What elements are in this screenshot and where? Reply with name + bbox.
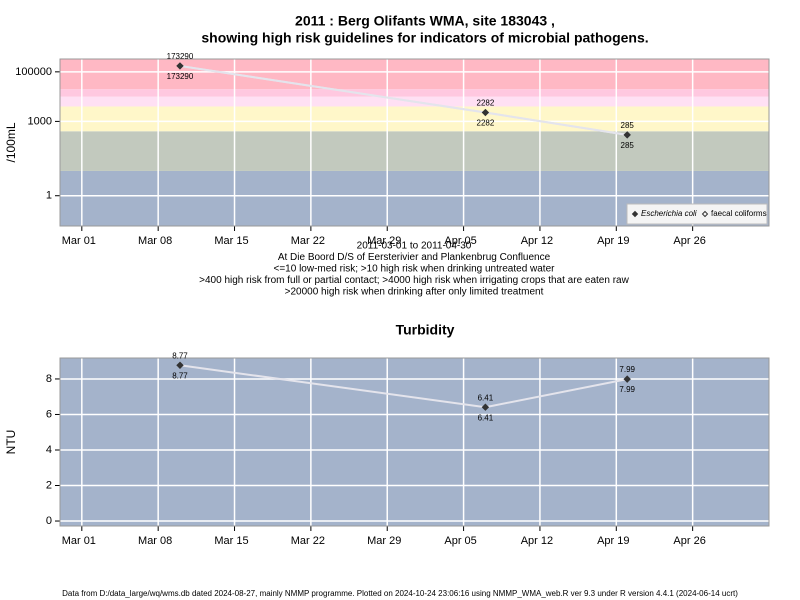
data-point (481, 403, 490, 411)
x-tick-label: Mar 29 (367, 535, 401, 547)
x-tick-label: Mar 29 (367, 235, 401, 247)
y-tick-label: 1000 (28, 115, 52, 127)
x-tick-label: Mar 01 (62, 235, 96, 247)
annotation: 2011-03-01 to 2011-04-30 (357, 241, 472, 252)
x-tick-label: Apr 26 (673, 235, 705, 247)
x-tick-label: Mar 15 (214, 535, 248, 547)
legend-label: faecal coliforms (711, 209, 767, 218)
y-tick-label: 1 (46, 190, 52, 202)
data-label: 2282 (477, 119, 495, 128)
data-label: 173290 (167, 72, 194, 81)
annotation: >400 high risk from full or partial cont… (199, 275, 629, 286)
y-tick-label: 2 (46, 479, 52, 491)
x-tick-label: Apr 05 (444, 535, 476, 547)
y-tick-label: 6 (46, 408, 52, 420)
chart-title: 2011 : Berg Olifants WMA, site 183043 , (295, 13, 555, 29)
legend-marker (631, 210, 639, 218)
x-tick-label: Mar 22 (291, 235, 325, 247)
data-label: 7.99 (619, 365, 635, 374)
y-tick-label: 100000 (15, 66, 52, 78)
y-axis-label: NTU (4, 430, 18, 455)
data-point (176, 62, 184, 70)
x-tick-label: Apr 26 (673, 535, 705, 547)
data-label: 8.77 (172, 351, 188, 360)
data-label: 173290 (167, 52, 194, 61)
annotation: <=10 low-med risk; >10 high risk when dr… (274, 264, 556, 275)
footer: Data from D:/data_large/wq/wms.db dated … (62, 589, 738, 598)
annotation: At Die Boord D/S of Eersterivier and Pla… (278, 252, 551, 263)
annotation: >20000 high risk when drinking after onl… (285, 287, 544, 298)
data-point (623, 375, 631, 383)
y-axis-label: /100mL (4, 122, 18, 162)
plot-background (60, 358, 769, 526)
data-label: 7.99 (619, 385, 635, 394)
x-tick-label: Apr 12 (521, 535, 553, 547)
data-point (482, 109, 489, 116)
risk-band (60, 131, 769, 171)
x-tick-label: Mar 08 (138, 235, 172, 247)
x-tick-label: Mar 22 (291, 535, 325, 547)
plot-frame (59, 357, 770, 527)
x-tick-label: Apr 19 (597, 235, 629, 247)
data-point (623, 131, 631, 139)
y-tick-label: 8 (46, 373, 52, 385)
x-tick-label: Mar 08 (138, 535, 172, 547)
y-tick-label: 0 (46, 515, 52, 527)
x-tick-label: Apr 12 (521, 235, 553, 247)
y-tick-label: 4 (46, 444, 52, 456)
risk-band (60, 59, 769, 90)
chart-title: Turbidity (396, 322, 455, 338)
legend (626, 203, 768, 225)
data-label: 8.77 (172, 371, 188, 380)
data-label: 285 (621, 141, 635, 150)
x-tick-label: Mar 01 (62, 535, 96, 547)
data-label: 6.41 (478, 413, 494, 422)
data-label: 285 (621, 121, 635, 130)
chart-title: showing high risk guidelines for indicat… (201, 30, 648, 46)
risk-band (60, 89, 769, 97)
data-label: 2282 (477, 99, 495, 108)
data-label: 6.41 (478, 393, 494, 402)
data-point (176, 361, 184, 369)
risk-band (60, 106, 769, 132)
x-tick-label: Mar 15 (214, 235, 248, 247)
plot-frame (59, 58, 770, 227)
legend-label: Escherichia coli (641, 209, 697, 218)
x-tick-label: Apr 19 (597, 535, 629, 547)
x-tick-label: Apr 05 (444, 235, 476, 247)
legend-marker (701, 210, 709, 218)
